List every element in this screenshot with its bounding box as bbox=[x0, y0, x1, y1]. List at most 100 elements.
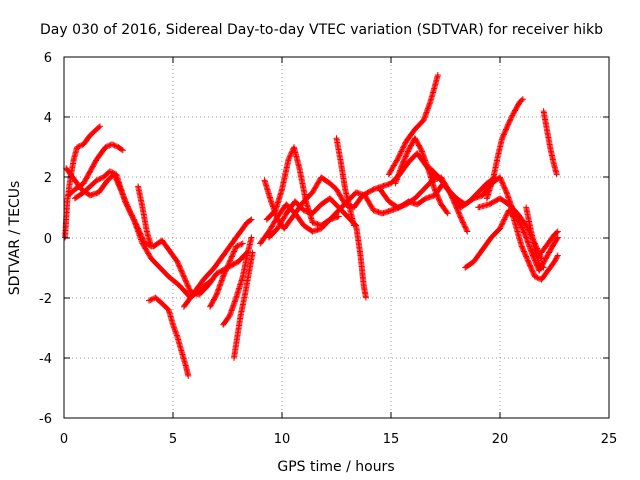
data-point-marker bbox=[499, 135, 506, 142]
data-point-marker bbox=[432, 188, 439, 195]
data-point-marker bbox=[453, 205, 460, 212]
data-point-marker bbox=[239, 240, 246, 247]
data-point-marker bbox=[310, 186, 317, 193]
data-point-marker bbox=[109, 169, 116, 176]
data-point-marker bbox=[518, 224, 525, 231]
data-point-marker bbox=[363, 194, 370, 201]
data-point-marker bbox=[527, 263, 534, 270]
data-point-marker bbox=[501, 184, 508, 191]
data-point-marker bbox=[179, 271, 186, 278]
data-point-marker bbox=[185, 372, 192, 379]
data-point-marker bbox=[502, 213, 509, 220]
data-point-marker bbox=[507, 116, 514, 123]
data-point-marker bbox=[525, 259, 532, 266]
data-point-marker bbox=[554, 253, 561, 260]
data-point-marker bbox=[451, 200, 458, 207]
data-markers bbox=[62, 72, 561, 379]
data-point-marker bbox=[129, 213, 136, 220]
data-point-marker bbox=[281, 212, 288, 219]
data-point-marker bbox=[276, 221, 283, 228]
y-tick-label: 0 bbox=[44, 232, 52, 247]
data-point-marker bbox=[520, 248, 527, 255]
data-point-marker bbox=[125, 204, 132, 211]
data-point-marker bbox=[111, 142, 118, 149]
data-point-marker bbox=[337, 193, 344, 200]
data-point-marker bbox=[271, 219, 278, 226]
data-point-marker bbox=[146, 253, 153, 260]
data-point-marker bbox=[97, 175, 104, 182]
data-point-marker bbox=[247, 217, 254, 224]
data-point-marker bbox=[401, 156, 408, 163]
data-point-marker bbox=[453, 204, 460, 211]
data-point-marker bbox=[181, 274, 188, 281]
data-point-marker bbox=[500, 132, 507, 139]
data-point-marker bbox=[76, 143, 83, 150]
data-point-marker bbox=[127, 208, 134, 215]
data-point-marker bbox=[124, 203, 131, 210]
data-point-marker bbox=[503, 212, 510, 219]
data-point-marker bbox=[399, 161, 406, 168]
data-point-marker bbox=[123, 200, 130, 207]
data-point-marker bbox=[147, 297, 154, 304]
data-point-marker bbox=[367, 202, 374, 209]
data-point-marker bbox=[227, 257, 234, 264]
data-point-marker bbox=[524, 256, 531, 263]
data-point-marker bbox=[174, 259, 181, 266]
data-point-marker bbox=[435, 196, 442, 203]
data-point-marker bbox=[461, 223, 468, 230]
data-point-marker bbox=[108, 141, 115, 148]
data-point-marker bbox=[434, 193, 441, 200]
data-point-marker bbox=[554, 252, 561, 259]
data-point-marker bbox=[517, 221, 524, 228]
data-point-marker bbox=[178, 267, 185, 274]
data-point-marker bbox=[391, 161, 398, 168]
data-point-marker bbox=[226, 259, 233, 266]
y-tick-label: 6 bbox=[44, 51, 52, 66]
data-point-marker bbox=[502, 127, 509, 134]
data-point-marker bbox=[518, 223, 525, 230]
data-point-marker bbox=[338, 195, 345, 202]
data-point-marker bbox=[286, 154, 293, 161]
x-tick-label: 20 bbox=[492, 432, 509, 447]
data-point-marker bbox=[523, 254, 530, 261]
data-point-marker bbox=[309, 189, 316, 196]
data-point-marker bbox=[459, 218, 466, 225]
data-point-marker bbox=[498, 178, 505, 185]
data-point-marker bbox=[232, 246, 239, 253]
data-point-marker bbox=[521, 249, 528, 256]
x-tick-label: 15 bbox=[383, 432, 400, 447]
data-point-marker bbox=[432, 187, 439, 194]
data-point-marker bbox=[128, 211, 135, 218]
data-point-marker bbox=[394, 156, 401, 163]
data-point-marker bbox=[220, 273, 227, 280]
data-point-marker bbox=[403, 151, 410, 158]
x-tick-label: 25 bbox=[601, 432, 618, 447]
data-point-marker bbox=[126, 207, 133, 214]
data-point-marker bbox=[313, 181, 320, 188]
data-point-marker bbox=[386, 170, 393, 177]
data-point-marker bbox=[102, 144, 109, 151]
data-point-marker bbox=[499, 133, 506, 140]
data-point-marker bbox=[522, 231, 529, 238]
data-point-marker bbox=[311, 185, 318, 192]
data-point-marker bbox=[455, 209, 462, 216]
data-point-marker bbox=[148, 243, 155, 250]
data-point-marker bbox=[398, 162, 405, 169]
data-point-marker bbox=[524, 257, 531, 264]
data-point-marker bbox=[334, 187, 341, 194]
data-point-marker bbox=[235, 242, 242, 249]
data-point-marker bbox=[178, 268, 185, 275]
data-point-marker bbox=[221, 269, 228, 276]
data-point-marker bbox=[144, 249, 151, 256]
data-point-marker bbox=[278, 219, 285, 226]
chart-title: Day 030 of 2016, Sidereal Day-to-day VTE… bbox=[40, 22, 603, 38]
data-point-marker bbox=[402, 140, 409, 147]
data-point-marker bbox=[271, 218, 278, 225]
data-point-marker bbox=[522, 233, 529, 240]
data-point-marker bbox=[103, 143, 110, 150]
data-point-marker bbox=[460, 220, 467, 227]
data-point-marker bbox=[455, 208, 462, 215]
x-tick-label: 10 bbox=[274, 432, 291, 447]
y-tick-label: -4 bbox=[39, 352, 52, 367]
data-point-marker bbox=[248, 234, 255, 241]
